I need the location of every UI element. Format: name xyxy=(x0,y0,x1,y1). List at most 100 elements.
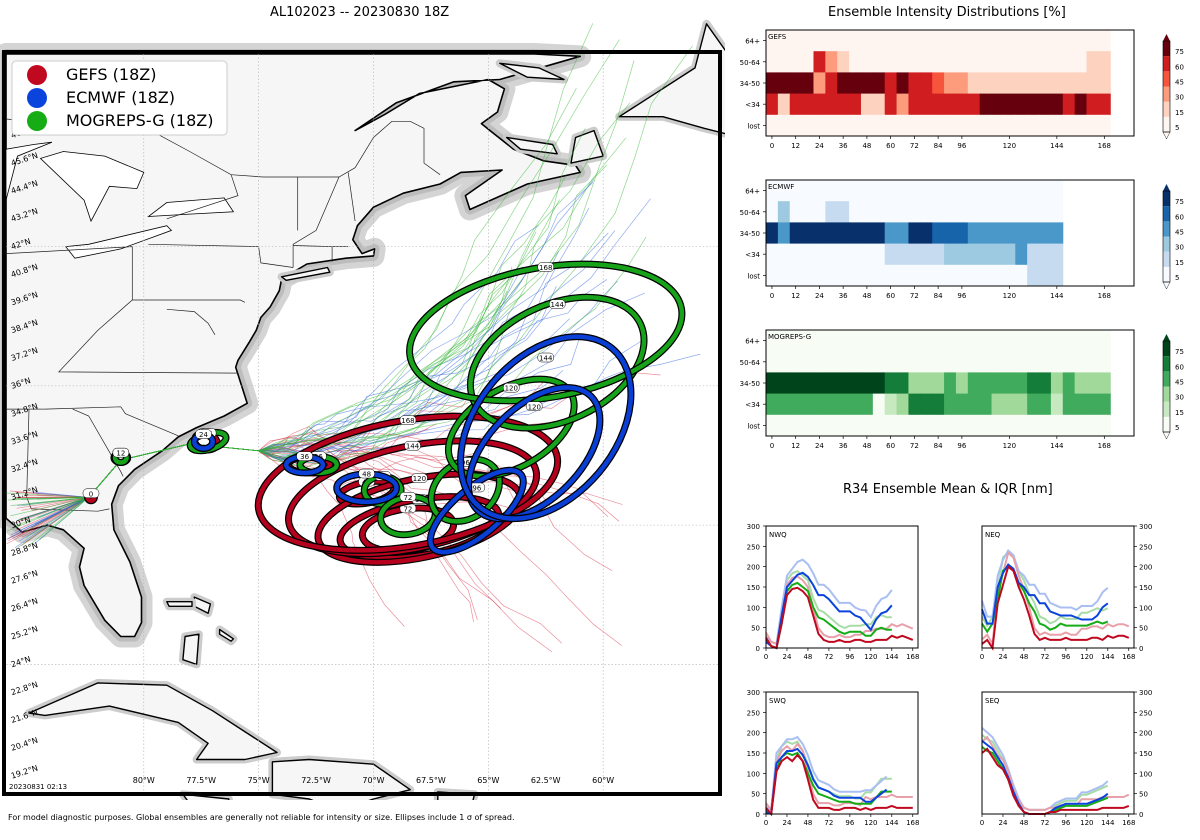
x-tick-label: 84 xyxy=(934,292,943,300)
heatmap-cell xyxy=(789,264,803,287)
x-tick-label: 96 xyxy=(1061,653,1070,661)
heatmap-cell xyxy=(920,264,933,287)
heatmap-cell xyxy=(908,414,921,437)
gefs-iqr-upper xyxy=(765,742,913,813)
mogreps-ellipse xyxy=(407,261,685,404)
heatmap-cell xyxy=(872,201,886,223)
heatmap-cell xyxy=(908,264,921,287)
main-title: AL102023 -- 20230830 18Z xyxy=(270,5,450,20)
heatmap-cell xyxy=(837,330,850,352)
heatmap-cell xyxy=(1003,93,1016,116)
heatmap-cell xyxy=(967,414,981,437)
ellipse-label-box xyxy=(411,473,428,483)
gefs-ellipse-label: 72 xyxy=(399,503,417,513)
heatmap-cell xyxy=(1015,30,1028,52)
x-tick-label: 12 xyxy=(791,142,800,150)
heatmap-cell xyxy=(908,51,921,73)
legend: GEFS (18Z) ECMWF (18Z) MOGREPS-G (18Z) xyxy=(11,60,228,136)
heatmap-cell xyxy=(813,393,826,416)
heatmap-cell xyxy=(955,264,969,287)
heatmap-cell xyxy=(813,330,826,352)
heatmap-cell xyxy=(789,114,803,137)
y-tick-label: <34 xyxy=(745,251,760,259)
great-lake xyxy=(64,225,173,259)
ecmwf-ellipse-label: 36 xyxy=(296,451,313,461)
heatmap-cell xyxy=(991,330,1004,352)
heatmap-cell xyxy=(1074,114,1088,137)
mainland xyxy=(5,53,581,638)
r34-panel-nwq: NWQ 0 50 100 150 200 250 300 0 24 48 72 96 120 144 168 xyxy=(747,523,920,661)
colorbar-extend xyxy=(1163,184,1170,191)
heatmap-cell xyxy=(944,114,957,137)
heatmap-cell xyxy=(1027,393,1040,416)
heatmap-cell xyxy=(896,351,909,373)
heatmap-cell xyxy=(932,414,945,437)
x-tick-label: 168 xyxy=(906,653,919,661)
heatmap-cell xyxy=(801,72,814,95)
ecmwf-ellipse-label: 24 xyxy=(195,429,212,439)
x-tick-label: 144 xyxy=(1050,442,1064,450)
r34-frame xyxy=(981,525,1135,649)
heatmap-panel-label: MOGREPS-G xyxy=(768,333,811,341)
colorbar-segment xyxy=(1163,116,1170,132)
heatmap-cell xyxy=(837,114,850,137)
heatmap-cell xyxy=(896,114,909,137)
heatmap-cell xyxy=(777,30,791,52)
y-tick-label: 64+ xyxy=(745,188,760,196)
mogreps-ellipse-hour: 12 xyxy=(116,450,125,458)
heatmap-panel-gefs: GEFS 64+ 50-64 34-50 <34 lost 0 12 24 36 48 60 72 84 9… xyxy=(740,29,1184,150)
heatmap-cell xyxy=(955,51,969,73)
mogreps-ellipse-hour: 144 xyxy=(551,301,565,309)
y-tick-label: 250 xyxy=(1139,543,1152,551)
colorbar-segment xyxy=(1163,86,1170,102)
ecmwf-ellipse-hour: 48 xyxy=(362,471,371,479)
heatmap-cell xyxy=(1074,351,1088,373)
heatmap-cell xyxy=(1050,393,1064,416)
political-border xyxy=(166,174,239,220)
heatmap-cell xyxy=(967,351,981,373)
mogreps-mean-line xyxy=(981,565,1109,634)
heatmap-cell xyxy=(1086,351,1099,373)
y-tick-label: 0 xyxy=(756,645,760,653)
heatmap-cell xyxy=(766,264,779,287)
heatmap-cell xyxy=(920,351,933,373)
mogreps-iqr-upper xyxy=(981,551,1109,628)
colorbar-extend xyxy=(1163,334,1170,341)
heatmap-cell xyxy=(813,201,826,223)
x-tick-label: 96 xyxy=(845,819,854,827)
heatmap-cell xyxy=(1039,414,1052,437)
heatmap-cell xyxy=(932,393,945,416)
heatmap-cell xyxy=(1003,372,1016,395)
x-tick-label: 168 xyxy=(1098,142,1111,150)
r34-panel-swq: SWQ 0 50 100 150 200 250 300 0 24 48 72 96 120 144 168 xyxy=(747,689,920,827)
heatmap-cell xyxy=(766,72,779,95)
ecmwf-iqr-upper xyxy=(765,735,888,812)
r34-panel-seq: SEQ 0 50 100 150 200 250 300 0 24 48 72 96 120 144 168 xyxy=(980,689,1153,827)
heatmap-cell xyxy=(1015,393,1028,416)
x-tick-label: 96 xyxy=(957,292,966,300)
heatmap-cell xyxy=(920,114,933,137)
heatmap-cell xyxy=(789,351,803,373)
heatmap-cell xyxy=(801,93,814,116)
heatmap-cell xyxy=(1015,372,1028,395)
x-tick-label: 36 xyxy=(839,142,848,150)
heatmap-cell xyxy=(908,30,921,52)
heatmap-cell xyxy=(1086,414,1099,437)
heatmap-cell xyxy=(908,372,921,395)
heatmap-cell xyxy=(1027,264,1040,287)
heatmap-cell xyxy=(1003,51,1016,73)
heatmap-cell xyxy=(896,222,909,245)
y-tick-label: 34-50 xyxy=(740,380,760,388)
legend-marker xyxy=(27,88,47,108)
y-tick-label: <34 xyxy=(745,401,760,409)
ellipse-label-box xyxy=(82,488,100,499)
heatmap-cell xyxy=(777,414,791,437)
political-border xyxy=(44,406,179,437)
heatmap-cell xyxy=(1098,30,1111,52)
heatmap-cell xyxy=(766,351,779,373)
colorbar-frame xyxy=(1162,340,1171,433)
y-tick-label: 200 xyxy=(747,564,760,572)
heatmap-cell xyxy=(896,201,909,223)
heatmap-cell xyxy=(1050,330,1064,352)
heatmap-cell xyxy=(979,393,993,416)
